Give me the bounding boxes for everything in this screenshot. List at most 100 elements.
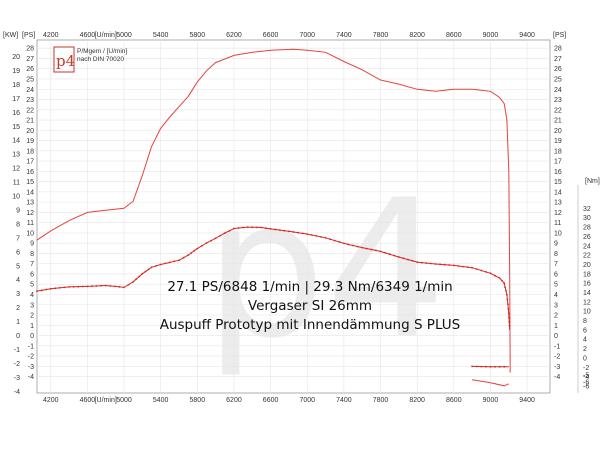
grid [37,40,550,393]
ps-tick-label-left: 20 [26,128,34,135]
ps-tick-label-left: 7 [30,261,34,268]
kw-tick-label: 0 [16,333,20,340]
x-tick-label-top: 5000 [116,32,132,39]
series-marker-1 [233,227,235,230]
x-tick-label-bottom: 5000 [116,397,132,404]
x-unit-bottom: [U/min] [95,397,117,404]
series-marker-1 [430,262,432,265]
series-marker-1 [138,275,141,278]
series-marker-1 [178,259,180,262]
ps-tick-label-right: 25 [554,76,562,83]
series-marker-1 [485,271,487,273]
series-marker-1 [407,258,409,261]
series-marker-1 [506,298,509,301]
series-marker-1 [242,226,245,229]
plot-area [36,39,551,394]
x-tick-label-bottom: 7000 [299,397,315,404]
x-tick-label-bottom: 4600 [80,397,96,404]
series-marker-1 [219,234,222,237]
series-marker-2 [489,365,492,368]
series-group [36,48,511,387]
series-marker-1 [416,261,419,263]
kw-tick-label: 1 [16,319,20,326]
series-marker-1 [68,286,70,288]
series-marker-1 [352,244,354,247]
series-marker-1 [504,286,506,288]
kw-tick-label: 19 [12,68,20,75]
x-tick-label-top: 6600 [263,32,279,39]
ps-unit-label-right: [PS] [553,32,566,39]
ps-tick-label-right: 20 [554,128,562,135]
ps-tick-label-right: 19 [554,138,562,145]
kw-tick-label: 20 [12,54,20,61]
series-marker-1 [338,241,341,243]
kw-tick-label: 3 [16,291,20,298]
series-marker-2 [494,365,496,368]
ps-tick-label-right: 3 [554,302,558,309]
ps-tick-label-left: 15 [26,179,34,186]
ps-tick-label-left: 9 [30,241,34,248]
series-marker-1 [501,279,503,282]
series-marker-1 [494,274,496,277]
series-marker-1 [72,285,75,288]
series-marker-1 [425,262,428,264]
series-marker-1 [147,268,150,271]
series-marker-1 [193,249,196,252]
nm-tick-label: 28 [583,225,591,232]
x-tick-label-top: 8600 [446,32,462,39]
x-tick-label-top: 7000 [299,32,315,39]
series-marker-1 [329,238,331,241]
series-marker-1 [251,226,254,229]
series-marker-1 [104,284,107,287]
ps-tick-label-right: 0 [554,333,558,340]
ps-tick-label-right: 16 [554,169,562,176]
series-marker-1 [54,287,57,290]
ps-tick-label-left: 16 [26,169,34,176]
kw-tick-label: -3 [14,375,20,382]
series-marker-1 [439,263,441,266]
ps-tick-label-left: 21 [26,118,34,125]
nm-tick-label: 16 [583,281,591,288]
ps-tick-label-right: 14 [554,189,562,196]
series-marker-1 [397,256,400,258]
series-marker-1 [356,245,359,248]
watermark-p4: p4 [205,159,447,380]
series-marker-1 [237,227,240,229]
series-marker-1 [288,230,290,233]
x-tick-label-top: 9400 [519,32,535,39]
series-marker-1 [196,247,199,250]
series-marker-1 [135,278,138,280]
series-marker-1 [507,303,509,306]
nm-tick-label: 22 [583,253,591,260]
ps-tick-label-right: 27 [554,56,562,63]
series-marker-1 [310,234,313,236]
series-marker-1 [507,308,510,310]
series-marker-1 [379,250,382,253]
x-tick-label-bottom: 9000 [483,397,499,404]
series-marker-1 [324,236,327,239]
ps-tick-label-left: 24 [26,87,34,94]
annotation-line-1: 27.1 PS/6848 1/min | 29.3 Nm/6349 1/min [167,279,452,295]
series-marker-1 [508,320,511,323]
nm-tick-label: 0 [583,355,587,362]
kw-tick-label: 12 [12,166,20,173]
ps-tick-label-right: -2 [554,354,560,361]
series-marker-1 [265,227,267,230]
ps-tick-label-right: 21 [554,118,562,125]
series-marker-1 [443,263,446,266]
series-marker-1 [278,229,281,232]
ps-tick-label-left: 14 [26,189,34,196]
kw-tick-label: 4 [16,277,20,284]
series-line-3 [472,379,509,387]
series-marker-1 [127,283,130,286]
series-line-1 [36,226,511,330]
series-marker-1 [315,235,318,237]
ps-tick-label-left: -3 [28,364,34,371]
series-marker-1 [260,226,263,229]
series-marker-1 [375,249,377,252]
legend-line-2: nach DIN 70020 [77,56,124,63]
ps-tick-label-left: 12 [26,210,34,217]
x-tick-label-bottom: 8600 [446,397,462,404]
series-marker-1 [402,257,405,260]
ps-tick-label-right: 5 [554,282,558,289]
